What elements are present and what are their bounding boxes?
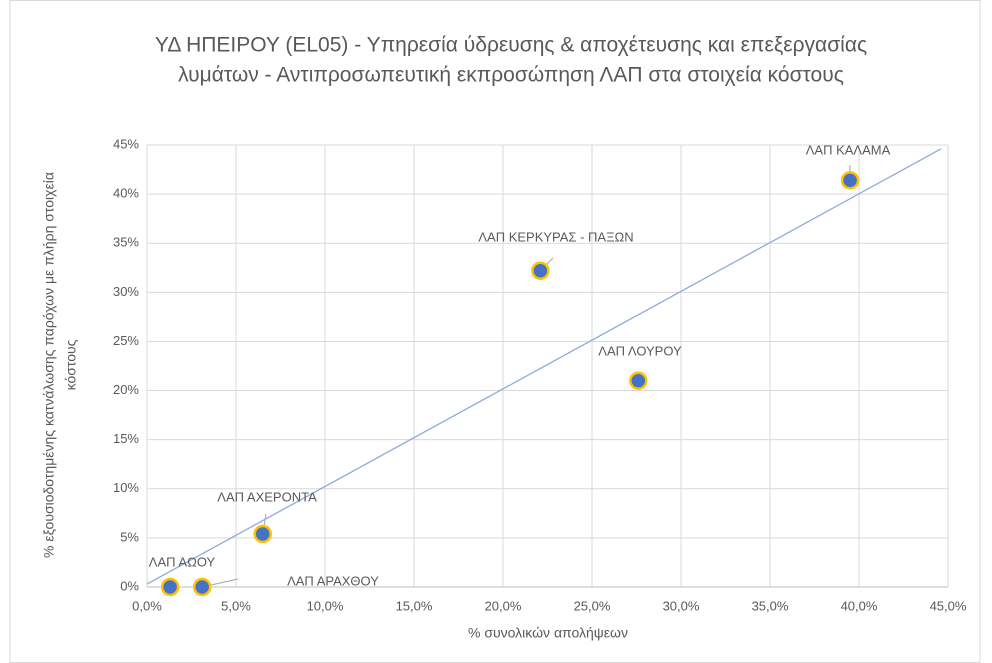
- y-tick-label: 10%: [113, 480, 139, 495]
- point: [531, 261, 550, 280]
- y-tick-label: 20%: [113, 382, 139, 397]
- chart-title: λυμάτων - Αντιπροσωπευτική εκπροσώπηση Λ…: [178, 64, 844, 87]
- point-label: ΛΑΠ ΑΩΟΥ: [149, 554, 216, 569]
- point-label: ΛΑΠ ΑΡΑΧΘΟΥ: [287, 573, 379, 588]
- y-tick-label: 30%: [113, 284, 139, 299]
- chart-title: ΥΔ ΗΠΕΙΡΟΥ (EL05) - Υπηρεσία ύδρευσης & …: [155, 34, 867, 57]
- x-axis-title: % συνολικών απολήψεων: [468, 625, 628, 641]
- point-label: ΛΑΠ ΛΟΥΡΟΥ: [598, 343, 682, 358]
- x-tick-label: 0,0%: [132, 598, 162, 613]
- point: [629, 371, 648, 390]
- x-tick-label: 30,0%: [663, 598, 700, 613]
- chart-frame: [9, 0, 981, 663]
- y-tick-label: 15%: [113, 431, 139, 446]
- point-label: ΛΑΠ ΑΧΕΡΟΝΤΑ: [217, 489, 317, 504]
- x-tick-label: 15,0%: [396, 598, 433, 613]
- y-axis-title: κόστους: [63, 339, 79, 390]
- x-tick-label: 20,0%: [485, 598, 522, 613]
- y-tick-label: 0%: [120, 578, 139, 593]
- trendline: [146, 148, 942, 585]
- x-tick-label: 25,0%: [574, 598, 611, 613]
- y-axis-title: % εξουσιοδοτημένης κατνάλωσης παρόχων με…: [41, 172, 57, 558]
- x-tick-label: 5,0%: [221, 598, 251, 613]
- y-tick-label: 25%: [113, 333, 139, 348]
- y-tick-label: 5%: [120, 529, 139, 544]
- point: [253, 524, 272, 544]
- x-tick-label: 40,0%: [841, 598, 878, 613]
- point-label: ΛΑΠ ΚΑΛΑΜΑ: [806, 142, 891, 157]
- point-label: ΛΑΠ ΚΕΡΚΥΡΑΣ - ΠΑΞΩΝ: [478, 229, 633, 244]
- x-tick-label: 45,0%: [930, 598, 967, 613]
- x-tick-label: 10,0%: [307, 598, 344, 613]
- point: [840, 171, 860, 190]
- x-tick-label: 35,0%: [752, 598, 789, 613]
- point: [192, 577, 212, 597]
- point: [160, 577, 180, 597]
- y-tick-label: 35%: [113, 235, 139, 250]
- y-tick-label: 45%: [113, 136, 139, 151]
- y-tick-label: 40%: [113, 186, 139, 201]
